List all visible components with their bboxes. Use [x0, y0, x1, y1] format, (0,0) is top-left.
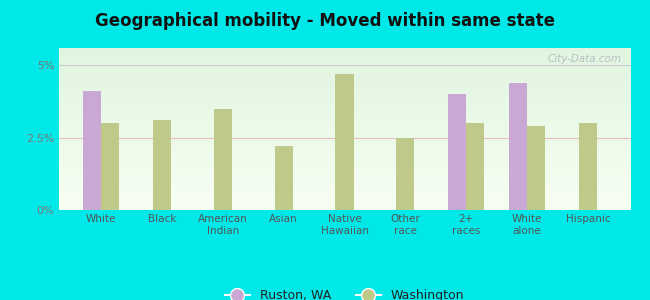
Bar	[335, 74, 354, 210]
Bar	[274, 146, 292, 210]
Text: City-Data.com: City-Data.com	[548, 55, 622, 64]
Bar	[448, 94, 466, 210]
Bar	[396, 138, 415, 210]
Bar	[214, 109, 232, 210]
Bar	[578, 123, 597, 210]
Bar	[509, 83, 527, 210]
Bar	[153, 120, 171, 210]
Text: Geographical mobility - Moved within same state: Geographical mobility - Moved within sam…	[95, 12, 555, 30]
Legend: Ruston, WA, Washington: Ruston, WA, Washington	[220, 284, 469, 300]
Bar	[83, 92, 101, 210]
Bar	[466, 123, 484, 210]
Bar	[101, 123, 120, 210]
Bar	[527, 126, 545, 210]
